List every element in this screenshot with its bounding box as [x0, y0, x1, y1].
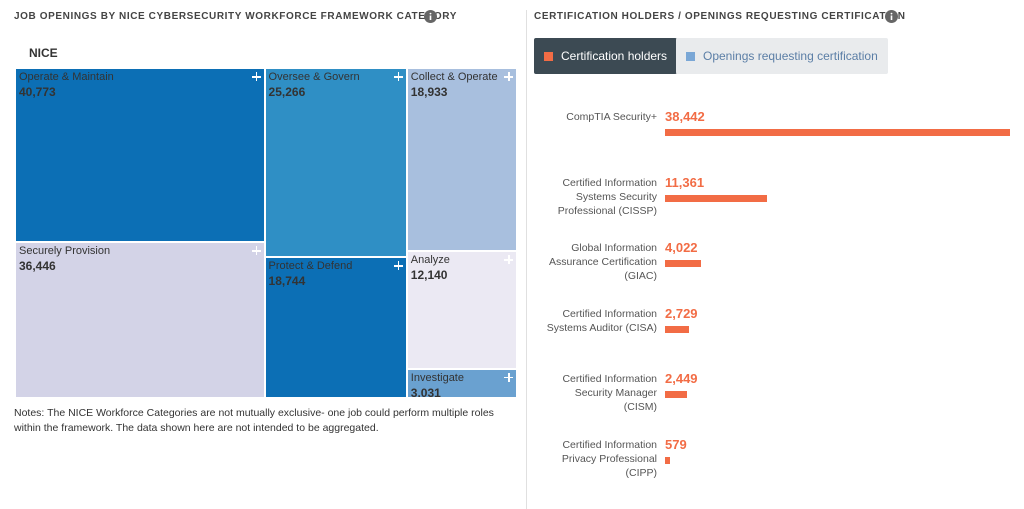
expand-icon[interactable] [251, 246, 261, 256]
legend-label: Certification holders [561, 49, 668, 63]
divider [526, 10, 527, 509]
value-label: 11,361 [665, 174, 705, 190]
cell-label: Collect & Operate [410, 71, 498, 83]
cell-value: 40,773 [19, 85, 56, 99]
value-label: 2,729 [665, 305, 698, 321]
cell-value: 25,266 [268, 85, 306, 99]
bar [665, 325, 690, 333]
cell-label: Investigate [410, 371, 464, 384]
cell-value: 12,140 [410, 268, 448, 283]
treemap-cell[interactable]: Oversee & Govern 25,266 [264, 68, 407, 258]
treemap-cell[interactable]: Collect & Operate 18,933 [406, 68, 517, 252]
legend-swatch [544, 51, 553, 61]
legend-swatch [686, 51, 695, 61]
legend-button[interactable]: Openings requesting certification [676, 38, 888, 74]
value-label: 38,442 [665, 109, 705, 124]
bar [665, 260, 702, 267]
bar [665, 456, 671, 464]
expand-icon[interactable] [251, 72, 261, 81]
expand-icon[interactable] [503, 372, 513, 382]
info-icon[interactable] [424, 10, 437, 23]
legend-button[interactable]: Certification holders [534, 38, 678, 74]
cell-label: Operate & Maintain [19, 71, 114, 83]
treemap-cell[interactable]: Operate & Maintain 40,773 [15, 68, 265, 243]
category-label: Global Information Assurance Certificati… [549, 242, 657, 282]
value-label: 2,449 [665, 371, 698, 386]
treemap: Operate & Maintain 40,773 Securely Provisi… [15, 68, 517, 398]
cell-label: Protect & Defend [268, 260, 353, 273]
category-label: CompTIA Security+ [566, 111, 657, 123]
treemap-cell[interactable]: Investigate 3,031 [406, 368, 517, 398]
cell-value: 18,933 [410, 85, 448, 99]
cell-label: Oversee & Govern [268, 71, 360, 83]
category-label: Certified Information Systems Auditor (C… [546, 307, 657, 334]
value-label: 4,022 [665, 240, 698, 255]
treemap-title: JOB OPENINGS BY NICE CYBERSECURITY WORKF… [14, 11, 458, 22]
cell-value: 36,446 [19, 259, 56, 274]
expand-icon[interactable] [393, 261, 403, 271]
legend-label: Openings requesting certification [703, 49, 878, 63]
bar [665, 129, 1010, 136]
expand-icon[interactable] [393, 72, 403, 81]
treemap-cell[interactable]: Protect & Defend 18,744 [264, 257, 407, 398]
cell-label: Securely Provision [19, 245, 111, 258]
treemap-root[interactable]: NICE [29, 46, 58, 60]
value-label: 579 [665, 436, 687, 452]
category-label: Certified Information Security Manager (… [562, 373, 657, 413]
category-label: Certified Information Systems Security P… [557, 176, 657, 217]
info-icon[interactable] [885, 10, 898, 23]
expand-icon[interactable] [503, 72, 513, 81]
bar-title: CERTIFICATION HOLDERS / OPENINGS REQUEST… [534, 11, 906, 22]
notes: Notes: The NICE Workforce Categories are… [14, 407, 494, 434]
expand-icon[interactable] [503, 255, 513, 265]
cell-label: Analyze [410, 254, 450, 267]
cell-value: 3,031 [410, 385, 441, 398]
category-label: Certified Information Privacy Profession… [561, 438, 657, 479]
treemap-cell[interactable]: Securely Provision 36,446 [15, 242, 265, 398]
cell-value: 18,744 [268, 274, 306, 289]
treemap-cell[interactable]: Analyze 12,140 [406, 251, 517, 369]
bar [665, 391, 687, 398]
bar [665, 194, 767, 202]
